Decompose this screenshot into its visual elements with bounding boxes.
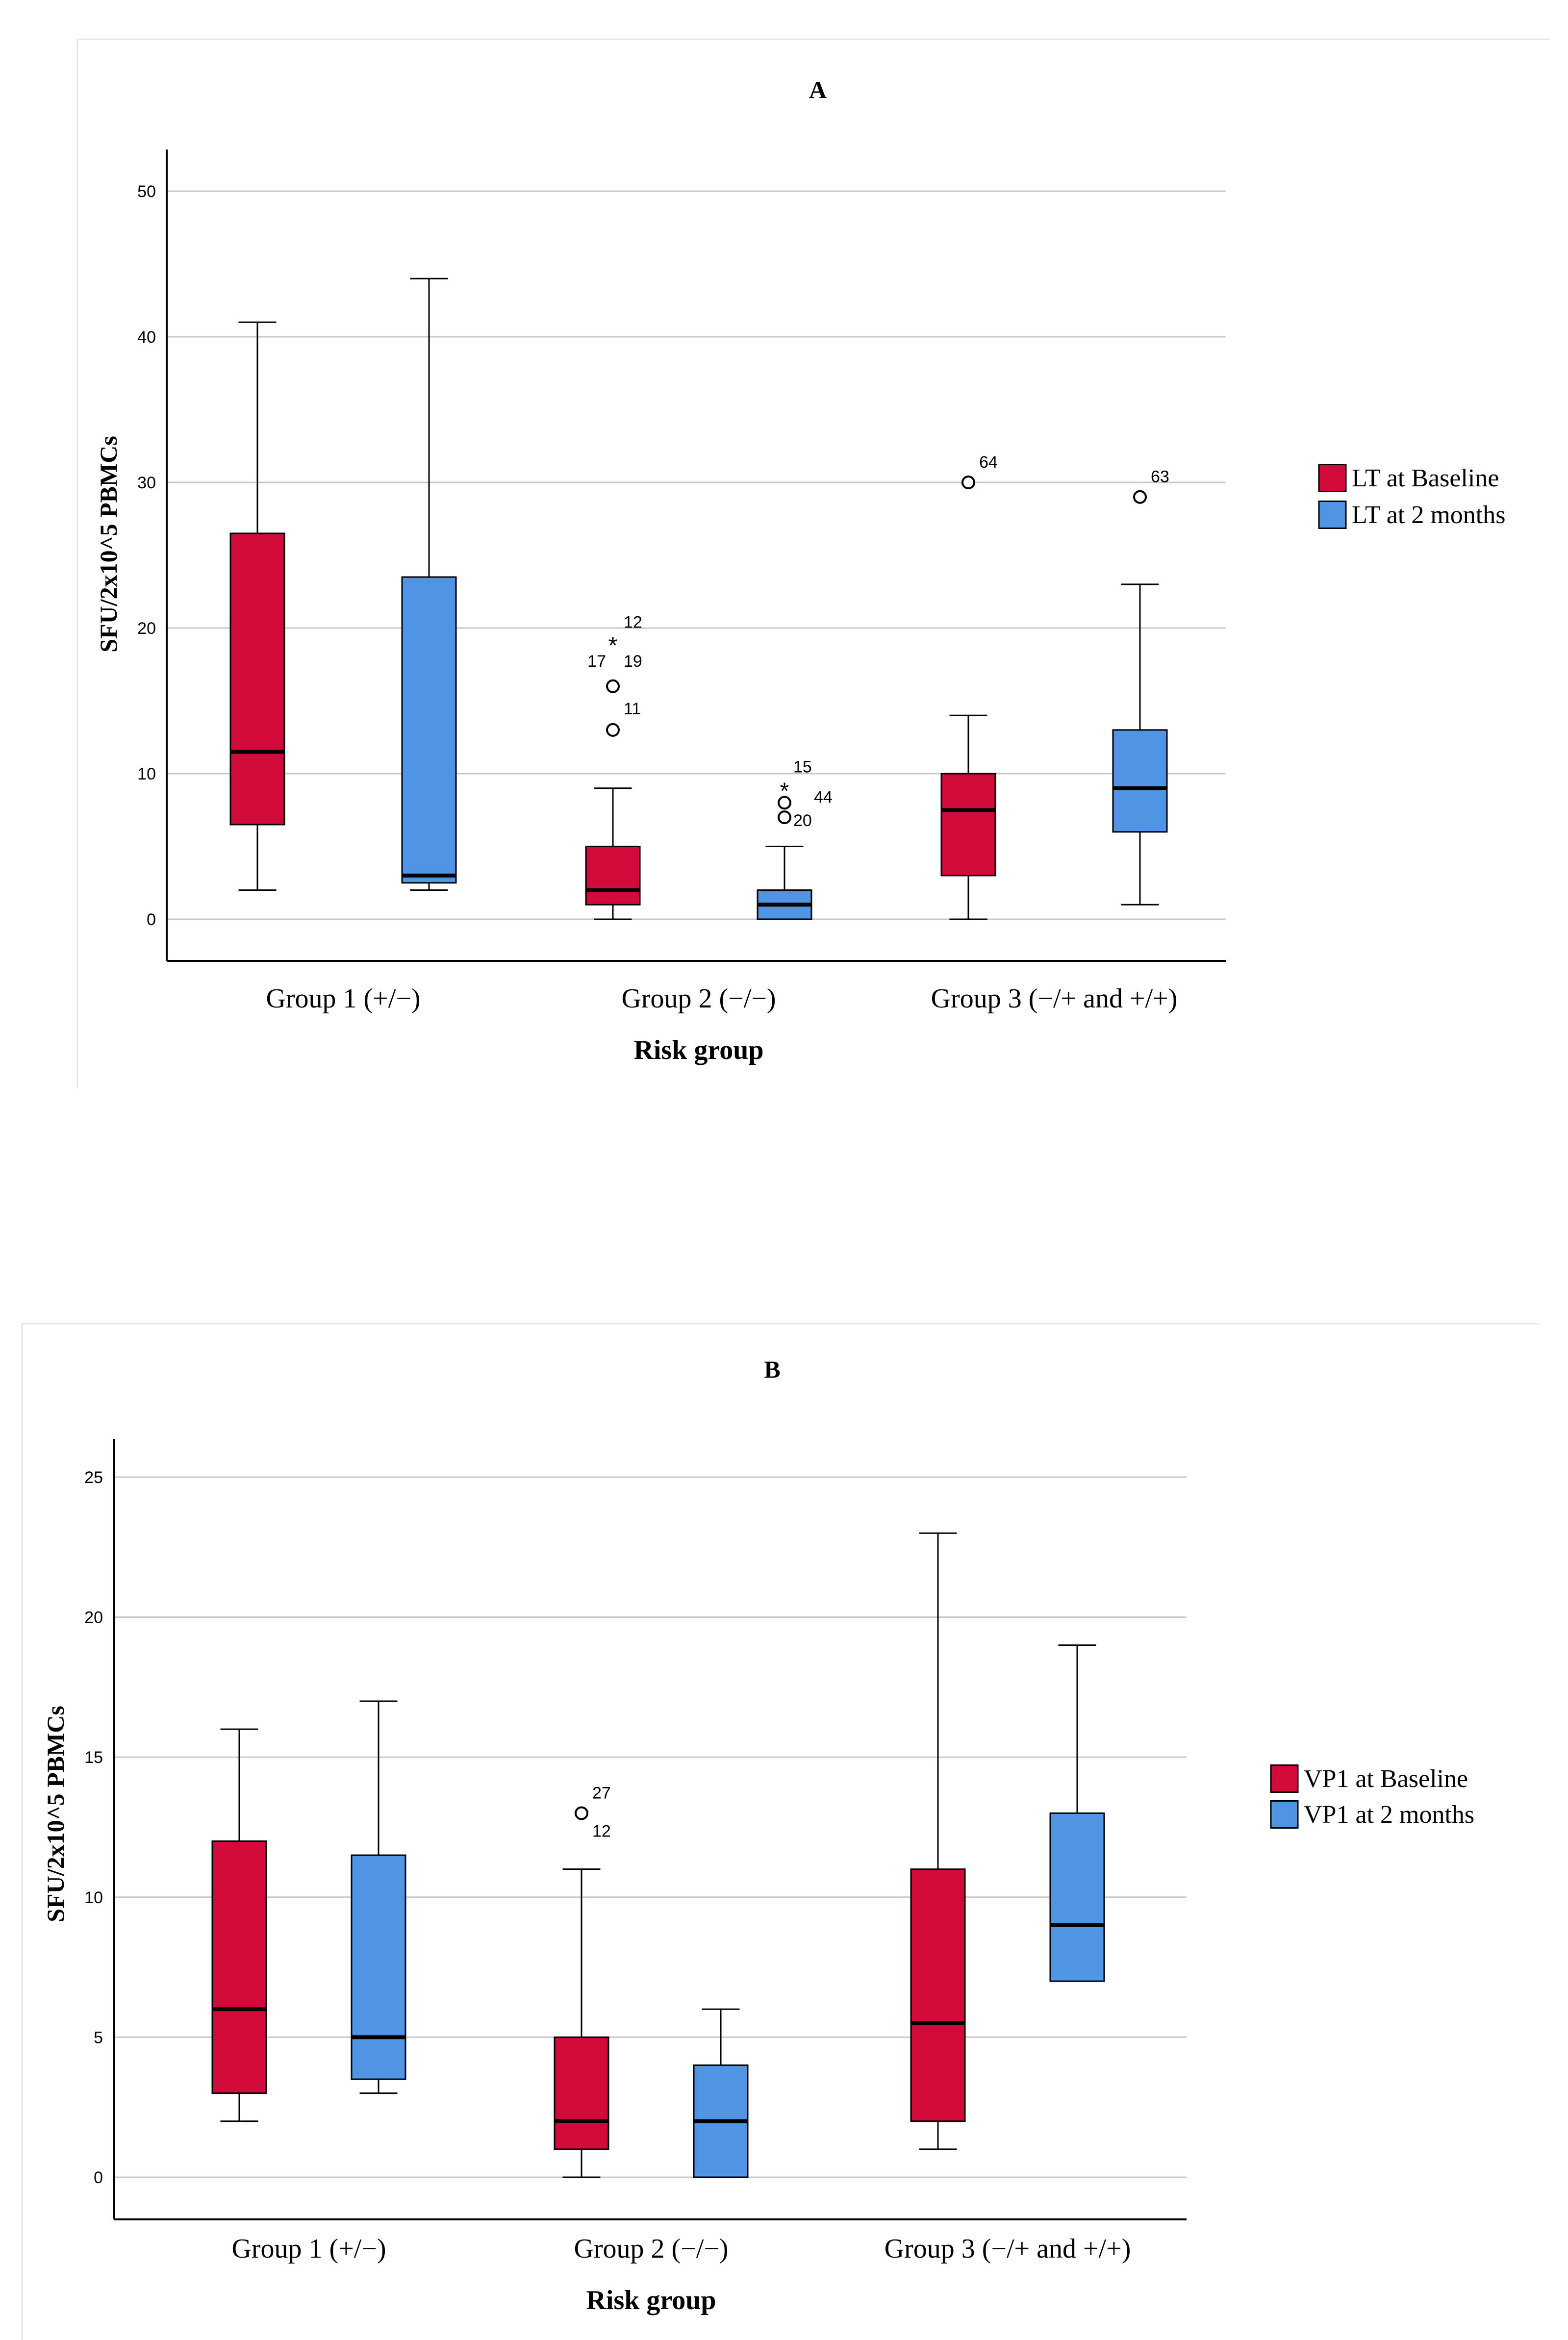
panel-a-y-tick-label: 20 bbox=[137, 619, 156, 638]
outlier-label: 11 bbox=[624, 700, 641, 718]
panel-b-legend-swatch bbox=[1270, 1800, 1299, 1829]
panel-b-box-2-months-group-1 bbox=[351, 1700, 406, 2094]
panel-b-y-tick-label: 20 bbox=[84, 1609, 103, 1627]
panel-b-box-2-months-group-2 bbox=[693, 2008, 749, 2178]
panel-a-legend-label: LT at 2 months bbox=[1352, 501, 1505, 529]
box-iqr bbox=[1112, 729, 1168, 833]
panel-a-x-axis-label: Risk group bbox=[633, 1035, 763, 1065]
panel-b-y-tick-label: 25 bbox=[84, 1468, 103, 1487]
box-iqr bbox=[554, 2036, 609, 2150]
panel-a-legend: LT at Baseline LT at 2 months bbox=[1318, 464, 1505, 529]
panel-b-x-ticks: Group 1 (+/−) Group 2 (−/−) Group 3 (−/+ a… bbox=[231, 2234, 1131, 2264]
panel-b-y-axis-label: SFU/2x10^5 PBMCs bbox=[42, 1706, 69, 1922]
box-iqr bbox=[1049, 1812, 1105, 1982]
outlier-circle bbox=[778, 796, 791, 810]
panel-b-x-tick-label: Group 3 (−/+ and +/+) bbox=[885, 2234, 1131, 2264]
panel-b-x-tick-label: Group 1 (+/−) bbox=[231, 2234, 386, 2264]
outlier-label: 63 bbox=[1151, 468, 1169, 486]
panel-a-y-tick-label: 0 bbox=[147, 910, 156, 929]
panel-a-legend-swatch bbox=[1318, 464, 1347, 492]
panel-a-legend-label: LT at Baseline bbox=[1352, 464, 1499, 492]
panel-a-x-tick-label: Group 3 (−/+ and +/+) bbox=[931, 983, 1178, 1014]
outlier-circle bbox=[575, 1806, 588, 1820]
outlier-circle bbox=[778, 810, 791, 825]
outlier-circle bbox=[606, 679, 620, 693]
panel-b-y-tick-label: 15 bbox=[84, 1748, 103, 1767]
outlier-label: 27 bbox=[592, 1784, 611, 1802]
outlier-circle bbox=[961, 476, 975, 489]
panel-a-box-baseline-group-1 bbox=[229, 321, 285, 891]
box-iqr bbox=[585, 846, 641, 906]
panel-a-y-axis-label: SFU/2x10^5 PBMCs bbox=[95, 436, 122, 653]
panel-a-title: A bbox=[809, 76, 827, 103]
panel-a-box-2-months-group-3: 63 bbox=[1112, 468, 1169, 906]
outlier-label: 64 bbox=[979, 453, 998, 472]
panel-b-y-tick-label: 5 bbox=[94, 2028, 103, 2047]
panel-b-grid bbox=[114, 1476, 1187, 2178]
panel-a-x-tick-label: Group 2 (−/−) bbox=[621, 983, 776, 1014]
panel-a-grid bbox=[167, 190, 1226, 920]
outlier-circle bbox=[1133, 490, 1147, 504]
panel-a-y-tick-label: 50 bbox=[137, 182, 156, 201]
box-iqr bbox=[211, 1840, 267, 2094]
panel-a-y-ticks: 0 10 20 30 40 50 bbox=[137, 182, 156, 929]
panel-a-y-tick-label: 10 bbox=[137, 765, 156, 783]
panel-b-y-ticks: 0 5 10 15 20 25 bbox=[84, 1468, 103, 2187]
outlier-star: * bbox=[608, 633, 618, 659]
panel-a-y-tick-label: 40 bbox=[137, 328, 156, 347]
panel-b-box-baseline-group-2: 27 12 bbox=[554, 1784, 611, 2178]
panel-b-legend-swatch bbox=[1270, 1764, 1299, 1793]
panel-b-box-baseline-group-1 bbox=[211, 1728, 267, 2122]
panel-b-x-tick-label: Group 2 (−/−) bbox=[574, 2234, 728, 2264]
panel-b-box-baseline-group-3 bbox=[910, 1532, 966, 2150]
panel-a-legend-swatch bbox=[1318, 501, 1347, 529]
box-iqr bbox=[940, 773, 996, 877]
panel-b-boxes: 27 12 bbox=[211, 1532, 1105, 2178]
outlier-label: 44 bbox=[814, 788, 833, 806]
panel-a-x-tick-label: Group 1 (+/−) bbox=[266, 983, 420, 1014]
panel-b-legend-label: VP1 at Baseline bbox=[1304, 1765, 1468, 1793]
panel-b-title: B bbox=[764, 1356, 780, 1383]
box-iqr bbox=[351, 1854, 406, 2080]
outlier-label: 17 bbox=[587, 652, 606, 671]
panel-b: B 27 12 0 5 10 15 20 25 Group 1 (+/−) Group 2 (… bbox=[21, 1323, 1540, 2340]
panel-a-x-ticks: Group 1 (+/−) Group 2 (−/−) Group 3 (−/+ a… bbox=[266, 983, 1177, 1014]
panel-b-legend: VP1 at Baseline VP1 at 2 months bbox=[1270, 1764, 1474, 1829]
box-iqr bbox=[910, 1868, 966, 2122]
panel-b-legend-label: VP1 at 2 months bbox=[1304, 1801, 1474, 1829]
outlier-label: 12 bbox=[624, 613, 642, 632]
outlier-circle bbox=[606, 723, 620, 737]
panel-a-box-2-months-group-1 bbox=[401, 277, 457, 891]
panel-a-box-baseline-group-2: * 12 17 19 11 bbox=[585, 613, 642, 920]
panel-b-y-tick-label: 10 bbox=[84, 1888, 103, 1907]
box-iqr bbox=[229, 532, 285, 826]
panel-b-y-tick-label: 0 bbox=[94, 2168, 103, 2187]
panel-a-y-tick-label: 30 bbox=[137, 474, 156, 492]
panel-a-box-baseline-group-3: 64 bbox=[940, 453, 998, 920]
outlier-label: 12 bbox=[592, 1822, 611, 1840]
outlier-label: 20 bbox=[793, 811, 812, 830]
box-iqr bbox=[401, 576, 457, 884]
outlier-label: 15 bbox=[793, 758, 812, 777]
panel-b-x-axis-label: Risk group bbox=[586, 2285, 716, 2315]
outlier-label: 19 bbox=[624, 652, 642, 671]
panel-b-box-2-months-group-3 bbox=[1049, 1644, 1105, 1982]
